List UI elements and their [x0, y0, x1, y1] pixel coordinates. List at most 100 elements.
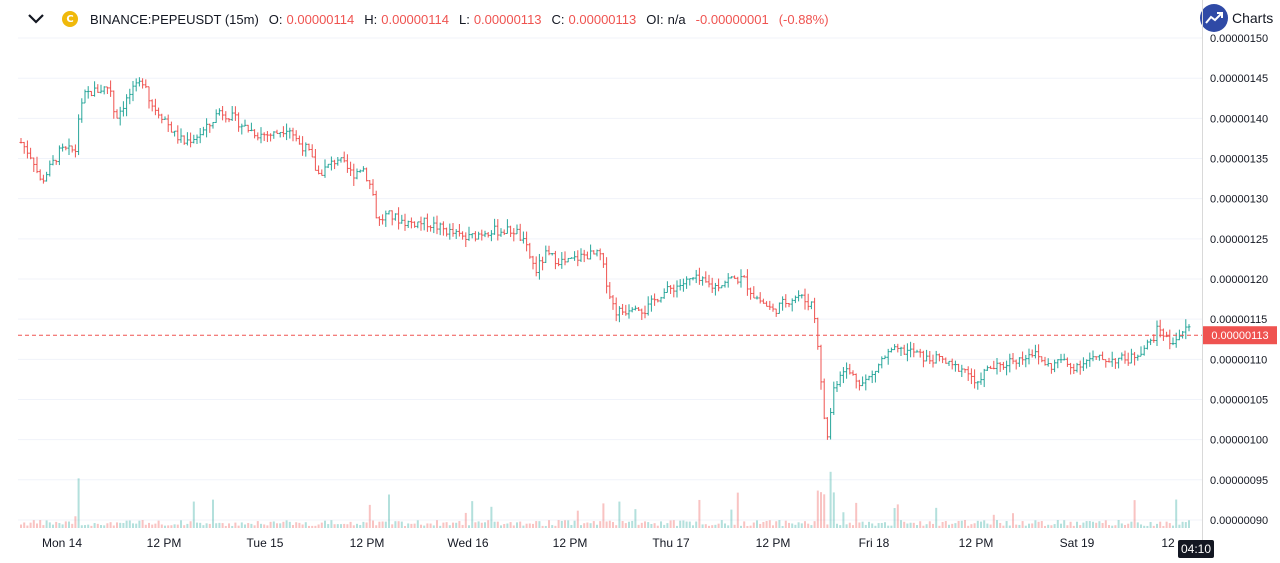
ohlc-bar	[313, 149, 317, 171]
ohlc-bar	[614, 297, 618, 322]
volume-bar	[791, 523, 794, 528]
y-tick-label: 0.00000095	[1210, 475, 1268, 487]
volume-bar	[349, 521, 352, 528]
ohlc-bar	[329, 156, 333, 171]
volume-bar	[858, 522, 861, 528]
volume-bar	[74, 516, 77, 528]
ohlc-bar	[1072, 363, 1076, 375]
volume-bar	[1095, 522, 1098, 528]
volume-bar	[394, 521, 397, 528]
volume-bar	[887, 525, 890, 528]
ohlc-bar	[713, 282, 717, 296]
ohlc-bar	[157, 107, 161, 119]
volume-bar	[157, 520, 160, 528]
time-badge: 04:10	[1178, 540, 1214, 558]
volume-bar	[906, 523, 909, 528]
ohlc-bar	[806, 293, 810, 311]
volume-bar	[1165, 521, 1168, 528]
ohlc-bar	[665, 281, 669, 293]
volume-bar	[1034, 520, 1037, 528]
ohlc-bar	[611, 295, 615, 310]
ohlc-bar	[621, 303, 625, 315]
symbol-name[interactable]: BINANCE:PEPEUSDT (15m)	[90, 12, 259, 27]
volume-bar	[989, 524, 992, 528]
volume-bar	[189, 521, 192, 528]
volume-bar	[951, 523, 954, 528]
volume-bar	[960, 520, 963, 528]
ohlc-bar	[342, 151, 346, 163]
x-tick-label: Tue 15	[247, 536, 284, 550]
ohlc-bar	[989, 365, 993, 369]
volume-bar	[676, 525, 678, 528]
volume-bar	[666, 523, 669, 528]
ohlc-bar	[1005, 360, 1009, 376]
ohlc-bar	[345, 154, 349, 173]
ohlc-bar	[262, 132, 266, 142]
ohlc-bar	[291, 127, 295, 142]
ohlc-bar	[320, 169, 324, 176]
ohlc-bar	[416, 221, 420, 229]
volume-bar	[1136, 522, 1139, 528]
volume-bar	[250, 523, 253, 528]
volume-bar	[503, 524, 506, 528]
volume-bar	[935, 507, 938, 528]
ohlc-bar	[1139, 346, 1143, 357]
volume-bar	[903, 521, 906, 528]
ohlc-bar	[931, 354, 935, 368]
volume-bar	[26, 525, 29, 528]
ohlc-bar	[1161, 328, 1165, 341]
volume-bar	[1146, 525, 1149, 528]
volume-bar	[1008, 525, 1011, 528]
volume-bar	[784, 520, 787, 528]
volume-bar	[535, 521, 538, 528]
ohlc-bar	[54, 159, 58, 165]
ohlc-bar	[409, 217, 413, 229]
current-price-label: 0.00000113	[1211, 330, 1268, 342]
volume-bar	[461, 524, 464, 528]
ohlc-bar	[496, 219, 500, 241]
ohlc-bar	[477, 231, 481, 240]
ohlc-bar	[125, 94, 129, 117]
ohlc-bar	[243, 119, 247, 127]
ohlc-bar	[643, 305, 647, 319]
ohlc-bar	[816, 317, 820, 350]
volume-bar	[109, 522, 112, 528]
y-tick-label: 0.00000105	[1210, 394, 1268, 406]
ohlc-bar	[224, 111, 228, 123]
branding-label: Charts	[1232, 10, 1274, 26]
ohlc-bar	[35, 156, 39, 174]
volume-bar	[996, 520, 998, 528]
ohlc-bar	[1104, 359, 1108, 368]
ohlc-bar	[1117, 357, 1121, 369]
ohlc-bar	[1171, 337, 1175, 346]
ohlc-bar	[870, 370, 874, 384]
volume-bar	[717, 523, 720, 528]
volume-bar	[205, 523, 208, 528]
ohlc-bar	[733, 275, 737, 279]
ohlc-bar	[144, 79, 148, 89]
volume-bar	[477, 521, 480, 528]
volume-bar	[900, 520, 902, 528]
volume-bar	[218, 522, 221, 528]
volume-bar	[474, 522, 477, 528]
volume-bar	[487, 520, 490, 528]
volume-bar	[39, 520, 42, 528]
ohlc-bar	[553, 250, 557, 270]
branding-badge[interactable]: Charts	[1200, 3, 1280, 33]
ohlc-bar	[1021, 351, 1025, 365]
ohlc-bar	[1123, 350, 1127, 364]
ohlc-bar	[73, 144, 77, 158]
ohlc-bar	[326, 163, 330, 169]
ohlc-bar	[845, 362, 849, 379]
ohlc-bar	[544, 245, 548, 263]
ohlc-bar	[720, 285, 724, 289]
volume-bar	[682, 520, 685, 528]
chevron-down-icon[interactable]	[26, 10, 46, 28]
volume-bar	[816, 490, 819, 528]
volume-bar	[272, 521, 275, 528]
volume-bar	[759, 523, 762, 528]
volume-bar	[84, 525, 86, 528]
volume-bar	[544, 525, 547, 528]
ohlc-bar	[1097, 354, 1101, 361]
